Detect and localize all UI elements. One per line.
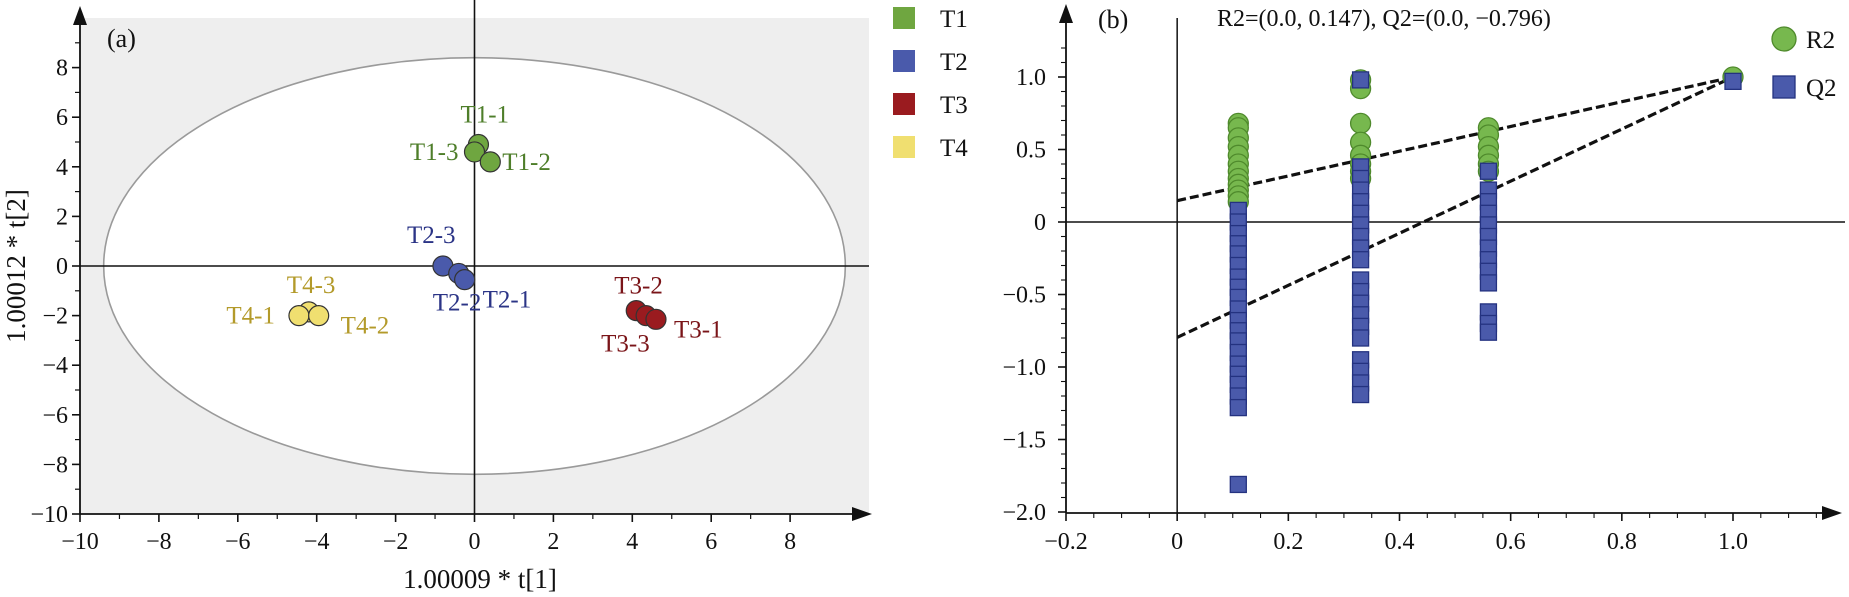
x-tick-label-b: 0.6 bbox=[1496, 529, 1526, 555]
y-axis-title-a: 1.00012 * t[2] bbox=[1, 189, 31, 343]
x-tick-label-b: 0.2 bbox=[1273, 529, 1303, 555]
x-tick-label-a: 6 bbox=[705, 529, 717, 555]
legend-b: R2 Q2 bbox=[1771, 26, 1837, 102]
point-label-t3-1: T3-1 bbox=[674, 316, 723, 343]
y-tick-label-a: 2 bbox=[56, 204, 68, 230]
y-tick-label-b: 0.5 bbox=[1016, 138, 1046, 164]
point-label-t3-3: T3-3 bbox=[601, 331, 650, 358]
x-tick-label-a: −4 bbox=[304, 529, 330, 555]
q2-point bbox=[1479, 162, 1498, 180]
x-tick-label-a: −6 bbox=[225, 529, 251, 555]
y-tick-label-a: −6 bbox=[42, 403, 68, 429]
score-point-t4-1 bbox=[288, 305, 310, 327]
score-point-t3-1 bbox=[645, 308, 667, 330]
y-tick-label-b: −1.0 bbox=[1002, 355, 1046, 381]
x-tick-label-b: 0.8 bbox=[1607, 529, 1637, 555]
y-tick-label-b: −2.0 bbox=[1002, 500, 1046, 526]
y-tick-label-a: −8 bbox=[42, 452, 68, 478]
y-tick-label-a: 8 bbox=[56, 56, 68, 82]
zero-lines-a bbox=[80, 0, 869, 514]
legend-swatch-t3 bbox=[893, 93, 915, 115]
y-tick-label-b: −0.5 bbox=[1002, 283, 1046, 309]
point-label-t1-1: T1-1 bbox=[460, 101, 509, 128]
legend-swatch-t1 bbox=[893, 7, 915, 29]
panel-label-b: (b) bbox=[1098, 5, 1128, 34]
point-label-t4-2: T4-2 bbox=[341, 313, 390, 340]
y-tick-label-a: −10 bbox=[30, 502, 68, 528]
q2-point bbox=[1479, 274, 1498, 292]
x-tick-label-a: 8 bbox=[784, 529, 796, 555]
y-tick-label-a: 0 bbox=[56, 254, 68, 280]
point-label-t2-3: T2-3 bbox=[407, 222, 456, 249]
x-tick-label-a: 4 bbox=[626, 529, 638, 555]
x-tick-label-a: 2 bbox=[547, 529, 559, 555]
q2-point bbox=[1351, 251, 1370, 269]
x-tick-label-a: −8 bbox=[146, 529, 172, 555]
x-tick-label-a: −2 bbox=[383, 529, 409, 555]
point-label-t3-2: T3-2 bbox=[614, 273, 663, 300]
x-tick-label-a: −10 bbox=[61, 529, 99, 555]
x-tick-label-b: 0 bbox=[1171, 529, 1183, 555]
y-tick-label-b: 0 bbox=[1034, 210, 1046, 236]
legend-label-r2: R2 bbox=[1806, 27, 1835, 54]
y-tick-label-a: 4 bbox=[56, 155, 68, 181]
y-tick-label-a: −4 bbox=[42, 353, 68, 379]
q2-point bbox=[1229, 398, 1247, 417]
legend-marker-r2 bbox=[1771, 26, 1797, 52]
q2-point bbox=[1351, 71, 1370, 89]
y-tick-label-a: −2 bbox=[42, 304, 68, 330]
regression-line-q2 bbox=[1176, 75, 1734, 339]
legend-a: T1 T2 T3 T4 bbox=[893, 6, 968, 162]
legend-label-t4: T4 bbox=[940, 135, 968, 162]
x-axis-title-a: 1.00009 * t[1] bbox=[403, 564, 557, 594]
score-point-t2-1 bbox=[454, 269, 476, 291]
legend-swatch-t4 bbox=[893, 136, 915, 158]
legend-label-t1: T1 bbox=[940, 6, 968, 33]
x-axis-arrow-b bbox=[1822, 506, 1842, 520]
score-point-t1-3 bbox=[463, 141, 486, 163]
score-point-t1-2 bbox=[479, 151, 501, 173]
y-tick-label-b: 1.0 bbox=[1016, 65, 1046, 91]
intercept-annotation: R2=(0.0, 0.147), Q2=(0.0, −0.796) bbox=[1217, 6, 1551, 32]
legend-label-t2: T2 bbox=[940, 49, 968, 76]
legend-swatch-t2 bbox=[893, 50, 915, 72]
axes-a: −10 −8 −6 −4 −2 0 2 4 6 8 −10 −8 −6 −4 −2 0 2 4 6 8 bbox=[30, 6, 872, 555]
x-tick-label-a: 0 bbox=[469, 529, 481, 555]
y-axis-arrow-a bbox=[73, 6, 87, 25]
x-tick-label-b: 1.0 bbox=[1718, 529, 1748, 555]
q2-point bbox=[1351, 385, 1370, 404]
panel-label-a: (a) bbox=[107, 24, 136, 53]
y-axis-arrow-b bbox=[1059, 4, 1073, 23]
score-point-t4-2 bbox=[308, 305, 330, 327]
regression-lines bbox=[1176, 75, 1734, 339]
point-label-t1-2: T1-2 bbox=[502, 149, 551, 176]
point-label-t2-1: T2-1 bbox=[483, 287, 532, 314]
legend-label-t3: T3 bbox=[940, 92, 968, 119]
score-points: T1-1T1-3 T1-2 T2-3 T2-2 T2-1 T3-2 T3-3 T3-1 T4-3… bbox=[226, 101, 722, 357]
y-tick-label-b: −1.5 bbox=[1002, 428, 1046, 454]
q2-point bbox=[1229, 475, 1247, 494]
legend-marker-q2 bbox=[1772, 75, 1796, 99]
permutation-points bbox=[1227, 66, 1744, 494]
y-tick-label-a: 6 bbox=[56, 105, 68, 131]
x-axis-arrow-a bbox=[852, 507, 872, 521]
point-label-t1-3: T1-3 bbox=[410, 139, 459, 166]
panel-b: −0.2 0 0.2 0.4 0.6 0.8 1.0 −2.0 −1.5 −1.0 −0.5 0 0.5… bbox=[1002, 4, 1845, 555]
point-label-t2-2: T2-2 bbox=[433, 289, 482, 316]
point-label-t4-1: T4-1 bbox=[226, 303, 275, 330]
q2-point bbox=[1479, 323, 1498, 341]
point-label-t4-3: T4-3 bbox=[287, 272, 336, 299]
x-tick-label-b: 0.4 bbox=[1385, 529, 1415, 555]
q2-point bbox=[1351, 329, 1370, 347]
x-tick-label-b: −0.2 bbox=[1044, 529, 1088, 555]
q2-point bbox=[1724, 72, 1742, 90]
axes-b: −0.2 0 0.2 0.4 0.6 0.8 1.0 −2.0 −1.5 −1.0 −0.5 0 0.5… bbox=[1002, 4, 1845, 555]
regression-line-r2 bbox=[1176, 75, 1734, 203]
r2-point bbox=[1349, 112, 1372, 135]
legend-label-q2: Q2 bbox=[1806, 75, 1837, 102]
